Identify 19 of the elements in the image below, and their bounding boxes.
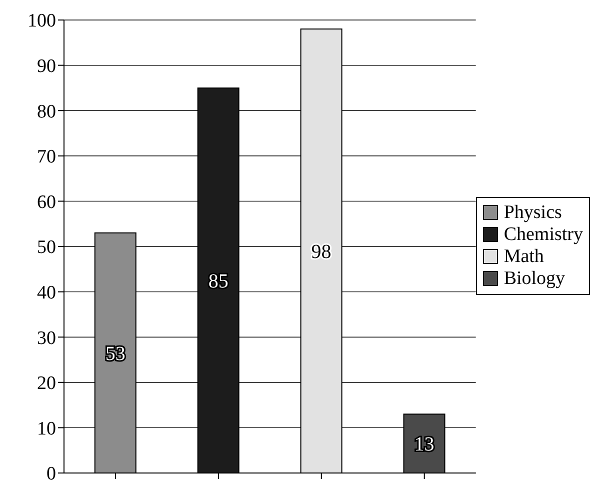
y-tick-label: 20 [37,373,56,394]
data-label: 98 [311,241,332,264]
legend-label: Math [504,246,544,268]
y-tick-label: 40 [37,282,56,304]
y-tick-label: 70 [37,146,56,168]
legend-label: Chemistry [504,224,583,246]
y-tick-label: 30 [37,328,56,349]
data-label: 53 [105,343,126,366]
data-label: 13 [414,434,434,456]
y-tick-label: 50 [37,237,56,258]
y-tick-label: 80 [37,101,56,122]
y-tick-label: 90 [37,56,56,78]
y-tick-label: 0 [46,464,56,485]
data-label: 85 [208,270,228,293]
y-tick-label: 10 [37,418,56,440]
legend-label: Physics [504,202,562,224]
y-tick-label: 60 [37,192,56,213]
y-tick-label: 100 [28,10,56,32]
legend-label: Biology [504,268,566,290]
